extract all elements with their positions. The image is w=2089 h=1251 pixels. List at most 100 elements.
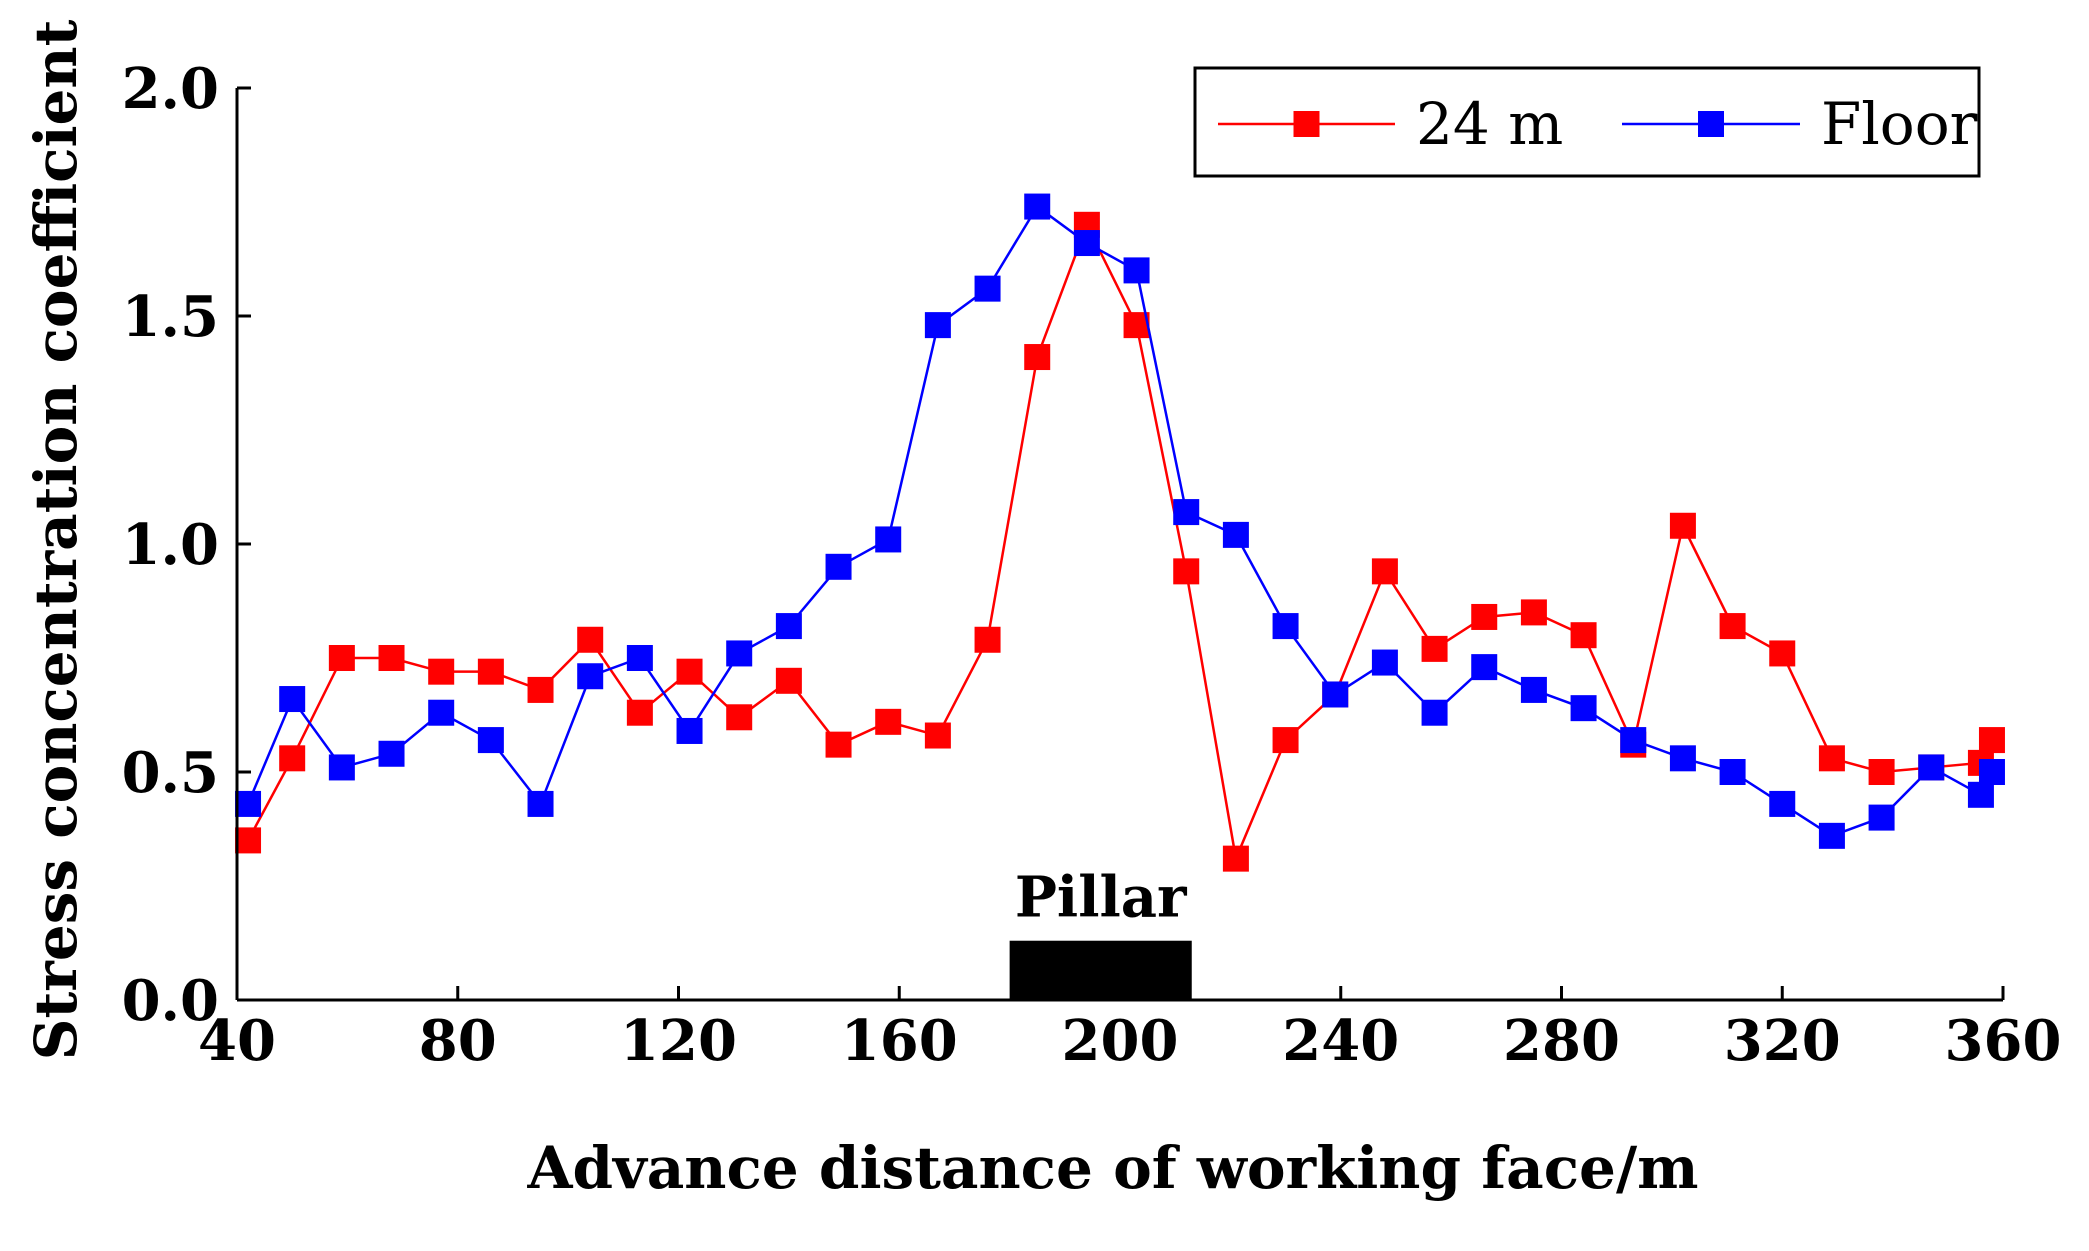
legend-item-24-m: 24 m (1218, 90, 1563, 158)
data-point (1967, 781, 1994, 808)
y-axis-title: Stress concentration coefficient (22, 19, 90, 1060)
data-point (235, 827, 262, 854)
data-point (1570, 695, 1597, 722)
x-tick-label: 320 (1724, 1008, 1841, 1074)
data-point (1520, 599, 1547, 626)
x-tick-label: 80 (419, 1008, 497, 1074)
x-tick-label: 200 (1062, 1008, 1179, 1074)
x-tick-label: 280 (1503, 1008, 1620, 1074)
legend-label: 24 m (1416, 90, 1563, 158)
data-point (825, 553, 852, 580)
y-tick-label: 0.5 (122, 740, 219, 806)
data-point (726, 704, 753, 731)
series-layer (235, 193, 2005, 872)
data-point (1818, 822, 1845, 849)
data-point (726, 640, 753, 667)
data-point (1620, 727, 1647, 754)
data-point (1570, 622, 1597, 649)
data-point (1669, 745, 1696, 772)
data-point (378, 645, 405, 671)
data-point (235, 790, 262, 817)
pillar-bar (1009, 940, 1192, 1000)
data-point (1173, 499, 1200, 526)
data-point (1371, 649, 1398, 676)
data-point (1024, 344, 1051, 371)
data-point (676, 658, 703, 685)
data-point (1868, 759, 1895, 785)
data-point (279, 686, 306, 713)
data-point (1978, 727, 2005, 754)
data-point (1073, 230, 1100, 257)
data-point (1123, 257, 1150, 284)
axes: 0.0 0.5 1.0 1.5 2.0 40 80 120 160 200 240 280 320 360 (122, 56, 2062, 1074)
data-point (626, 699, 653, 726)
series-floor (235, 193, 2005, 849)
data-point (775, 613, 802, 640)
data-point (527, 790, 554, 817)
x-axis-title: Advance distance of working face/m (526, 1134, 1698, 1202)
data-point (428, 658, 455, 685)
legend-swatch-marker (1698, 111, 1724, 137)
x-tick-label: 360 (1945, 1008, 2062, 1074)
data-point (279, 745, 306, 772)
data-point (626, 645, 653, 671)
legend-swatch-marker (1293, 111, 1320, 137)
data-point (328, 645, 355, 671)
data-point (328, 754, 355, 781)
pillar-annotation: Pillar (1009, 865, 1192, 1000)
data-point (428, 699, 455, 726)
x-tick-label: 160 (841, 1008, 958, 1074)
data-point (1769, 640, 1796, 667)
data-point (1024, 193, 1051, 220)
x-tick-label: 120 (620, 1008, 737, 1074)
data-point (1173, 558, 1200, 585)
data-point (875, 526, 902, 553)
data-point (1471, 654, 1498, 681)
data-point (527, 676, 554, 703)
data-point (577, 626, 604, 653)
data-point (974, 275, 1001, 302)
data-point (875, 708, 902, 735)
data-point (924, 312, 951, 339)
data-point (1371, 558, 1398, 585)
data-point (1421, 635, 1448, 662)
y-tick-label: 1.5 (122, 284, 219, 350)
data-point (1222, 521, 1249, 548)
data-point (1471, 603, 1498, 630)
data-point (477, 658, 504, 685)
data-point (1322, 681, 1349, 708)
data-point (1818, 745, 1845, 772)
data-point (378, 740, 405, 767)
data-point (1520, 676, 1547, 703)
data-point (924, 722, 951, 749)
data-point (974, 626, 1001, 653)
data-point (1719, 759, 1746, 785)
data-point (477, 727, 504, 754)
data-point (825, 731, 852, 758)
series-24-m (235, 211, 2005, 872)
legend-box (1193, 66, 1981, 178)
x-tick-label: 40 (198, 1008, 276, 1074)
data-point (1769, 790, 1796, 817)
data-point (1868, 804, 1895, 831)
data-point (1222, 845, 1249, 872)
y-tick-label: 2.0 (122, 56, 219, 122)
data-point (1669, 512, 1696, 539)
data-point (1421, 699, 1448, 726)
x-tick-label: 240 (1282, 1008, 1399, 1074)
legend: 24 m Floor (1193, 66, 1981, 178)
data-point (1918, 754, 1945, 781)
y-tick-label: 0.0 (122, 968, 219, 1034)
data-point (1272, 727, 1299, 754)
legend-label: Floor (1821, 90, 1978, 158)
data-point (775, 667, 802, 694)
y-tick-label: 1.0 (122, 512, 219, 578)
data-point (1272, 613, 1299, 640)
data-point (676, 717, 703, 744)
pillar-label: Pillar (1015, 865, 1188, 931)
data-point (1978, 759, 2005, 785)
data-point (577, 663, 604, 690)
data-point (1719, 613, 1746, 640)
legend-item-floor: Floor (1622, 90, 1978, 158)
